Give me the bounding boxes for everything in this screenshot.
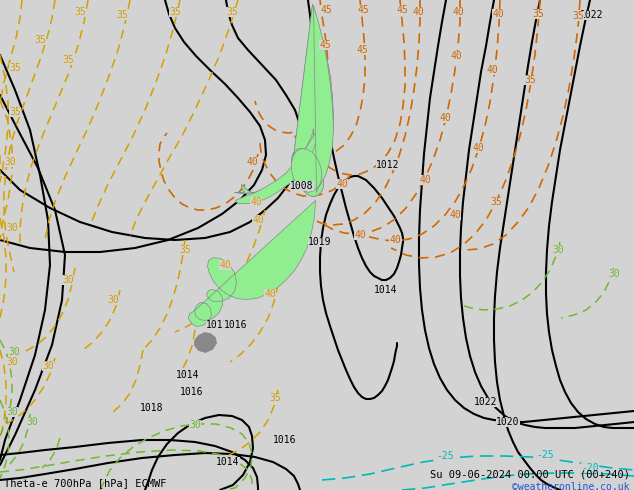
Text: 30: 30 bbox=[608, 269, 620, 279]
Text: 35: 35 bbox=[524, 75, 536, 85]
Text: -25: -25 bbox=[536, 450, 554, 460]
Text: 1012: 1012 bbox=[376, 160, 400, 170]
Text: 1016: 1016 bbox=[180, 387, 204, 397]
Text: 40: 40 bbox=[439, 113, 451, 123]
Text: -20: -20 bbox=[581, 463, 598, 473]
Text: 1014: 1014 bbox=[374, 285, 398, 295]
Text: 1008: 1008 bbox=[290, 181, 314, 191]
Text: -25: -25 bbox=[436, 451, 454, 461]
Text: 1016: 1016 bbox=[273, 435, 297, 445]
Text: 40: 40 bbox=[472, 143, 484, 153]
Text: 45: 45 bbox=[320, 5, 332, 15]
Text: 1014: 1014 bbox=[176, 370, 200, 380]
Text: 35: 35 bbox=[34, 35, 46, 45]
Text: 35: 35 bbox=[169, 7, 181, 17]
Text: 35: 35 bbox=[226, 7, 238, 17]
Text: 1020: 1020 bbox=[496, 417, 520, 427]
Text: 1022: 1022 bbox=[580, 10, 604, 20]
Text: 40: 40 bbox=[419, 175, 431, 185]
Text: 30: 30 bbox=[8, 347, 20, 357]
Text: 35: 35 bbox=[9, 107, 21, 117]
Text: 35: 35 bbox=[74, 7, 86, 17]
Text: 30: 30 bbox=[6, 223, 18, 233]
Text: 35: 35 bbox=[269, 393, 281, 403]
Text: 40: 40 bbox=[449, 210, 461, 220]
Text: 1022: 1022 bbox=[474, 397, 498, 407]
Text: 40: 40 bbox=[389, 235, 401, 245]
Text: 40: 40 bbox=[252, 215, 264, 225]
Text: ©weatheronline.co.uk: ©weatheronline.co.uk bbox=[512, 482, 630, 490]
Text: 35: 35 bbox=[116, 10, 128, 20]
Text: 40: 40 bbox=[250, 197, 262, 207]
Text: 40: 40 bbox=[264, 289, 276, 299]
Text: 35: 35 bbox=[490, 197, 502, 207]
Text: 35: 35 bbox=[179, 245, 191, 255]
Text: 40: 40 bbox=[354, 230, 366, 240]
Text: 40: 40 bbox=[412, 7, 424, 17]
Text: 45: 45 bbox=[396, 5, 408, 15]
Text: 35: 35 bbox=[572, 11, 584, 21]
Text: 1014: 1014 bbox=[216, 457, 240, 467]
Text: 1011: 1011 bbox=[206, 320, 230, 330]
Text: 30: 30 bbox=[42, 361, 54, 371]
Text: 40: 40 bbox=[452, 7, 464, 17]
Text: 30: 30 bbox=[62, 275, 74, 285]
Text: 45: 45 bbox=[319, 40, 331, 50]
Text: 40: 40 bbox=[450, 51, 462, 61]
Text: 30: 30 bbox=[4, 157, 16, 167]
Text: 35: 35 bbox=[9, 63, 21, 73]
Text: Theta-e 700hPa [hPa] ECMWF: Theta-e 700hPa [hPa] ECMWF bbox=[4, 478, 167, 488]
Text: 45: 45 bbox=[357, 5, 369, 15]
Text: 40: 40 bbox=[492, 9, 504, 19]
Text: 30: 30 bbox=[189, 420, 201, 430]
Text: 40: 40 bbox=[246, 157, 258, 167]
Text: 1018: 1018 bbox=[140, 403, 164, 413]
Text: 30: 30 bbox=[552, 245, 564, 255]
Text: 40: 40 bbox=[336, 179, 348, 189]
Text: 30: 30 bbox=[26, 417, 38, 427]
Text: 35: 35 bbox=[532, 9, 544, 19]
Text: 1019: 1019 bbox=[308, 237, 332, 247]
Text: 35: 35 bbox=[62, 55, 74, 65]
Text: 40: 40 bbox=[219, 260, 231, 270]
Text: Su 09-06-2024 00:00 UTC (00+240): Su 09-06-2024 00:00 UTC (00+240) bbox=[430, 469, 630, 479]
Text: 45: 45 bbox=[356, 45, 368, 55]
Text: 40: 40 bbox=[486, 65, 498, 75]
Text: 1016: 1016 bbox=[224, 320, 248, 330]
Text: 30: 30 bbox=[6, 357, 18, 367]
Text: 30: 30 bbox=[107, 295, 119, 305]
Text: 30: 30 bbox=[6, 407, 18, 417]
